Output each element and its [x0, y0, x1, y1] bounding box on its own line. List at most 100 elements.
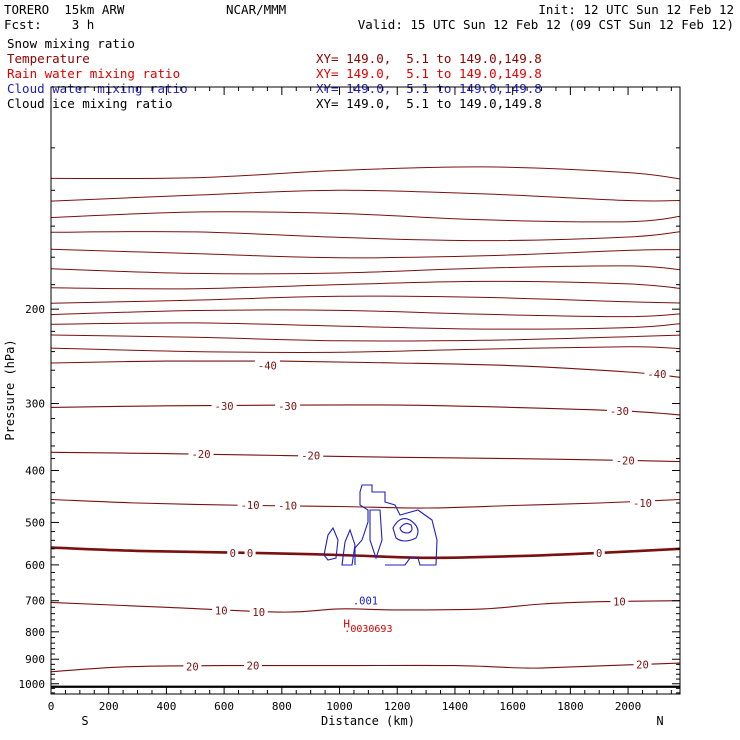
temperature-contour-label: -20: [616, 455, 635, 467]
upper-contour-line: [50, 248, 681, 259]
temperature-contour-minus10: [50, 498, 681, 509]
y-tick-label: 300: [25, 398, 45, 411]
cloud-water-contour: [399, 522, 413, 534]
contour-label-mask: [212, 604, 231, 617]
rain-water-label: H: [343, 618, 350, 631]
x-tick-label: 1600: [499, 700, 526, 713]
temperature-contour-label: -30: [610, 406, 629, 418]
contour-label-mask: [183, 660, 202, 673]
upper-contour-line: [50, 309, 681, 318]
upper-contour-line: [50, 322, 681, 330]
contour-label-mask: [227, 546, 239, 559]
temperature-contour-label: 10: [613, 597, 626, 609]
x-tick-label: 1400: [442, 700, 469, 713]
upper-contour-line: [50, 211, 681, 223]
upper-contour-line: [50, 231, 681, 242]
y-tick-label: 1000: [19, 678, 46, 691]
contour-label-mask: [275, 499, 301, 512]
field-coords-1: XY= 149.0, 5.1 to 149.0,149.8: [316, 51, 542, 66]
upper-contour-line: [50, 334, 681, 342]
contour-label-mask: [593, 546, 605, 559]
contour-label-mask: [254, 359, 280, 372]
temperature-contour-label: -30: [215, 401, 234, 413]
x-tick-label: 1000: [326, 700, 353, 713]
temperature-contour-label: 10: [215, 606, 228, 618]
south-label: S: [81, 714, 88, 728]
temperature-contour-20: [50, 662, 681, 673]
temperature-contour-label: 20: [247, 661, 260, 673]
temperature-contour-label: 0: [247, 548, 253, 560]
contour-label-mask: [633, 658, 652, 671]
y-tick-label: 200: [25, 303, 45, 316]
x-tick-label: 800: [272, 700, 292, 713]
temperature-contour-label: 0: [230, 548, 236, 560]
cloud-water-contour: [354, 484, 438, 566]
x-tick-label: 600: [214, 700, 234, 713]
rain-water-label: .0030693: [344, 624, 392, 635]
contour-label-mask: [606, 405, 632, 418]
temperature-contour-label: -10: [241, 500, 260, 512]
temperature-contour-minus30: [50, 404, 681, 416]
cloud-water-label: .001: [353, 596, 378, 608]
contour-label-mask: [612, 454, 638, 467]
cloud-water-contour: [341, 528, 356, 566]
x-tick-label: 1200: [384, 700, 411, 713]
y-tick-label: 700: [25, 595, 45, 608]
upper-contour-line: [50, 295, 681, 304]
upper-contour-line: [50, 280, 681, 290]
temperature-contour-minus40: [50, 360, 681, 378]
y-tick-label: 900: [25, 653, 45, 666]
plot-frame: [50, 86, 681, 695]
y-tick-label: 400: [25, 464, 45, 477]
temperature-contour-label: -10: [633, 498, 652, 510]
temperature-contour-0: [50, 546, 681, 560]
y-tick-label: 500: [25, 516, 45, 529]
contour-label-mask: [237, 499, 263, 512]
field-name-1: Temperature: [7, 51, 90, 66]
x-axis-label: Distance (km): [321, 714, 415, 728]
model-title: TORERO 15km ARW: [4, 2, 125, 17]
upper-contour-line: [50, 166, 681, 180]
field-coords-2: XY= 149.0, 5.1 to 149.0,149.8: [316, 66, 542, 81]
cloud-water-contour: [392, 518, 419, 542]
contour-label-mask: [644, 367, 670, 380]
contour-label-mask: [244, 546, 256, 559]
temperature-contour-10: [50, 600, 681, 613]
cloud-water-contour: [323, 526, 339, 561]
contour-label-mask: [275, 399, 301, 412]
y-axis-label: Pressure (hPa): [3, 339, 17, 440]
contour-label-mask: [188, 448, 214, 461]
x-tick-label: 1800: [557, 700, 584, 713]
temperature-contour-minus20: [50, 451, 681, 463]
field-coords-3: XY= 149.0, 5.1 to 149.0,149.8: [316, 81, 542, 96]
x-tick-label: 400: [156, 700, 176, 713]
upper-contour-line: [50, 265, 681, 275]
init-time: Init: 12 UTC Sun 12 Feb 12: [538, 2, 734, 17]
valid-time: Valid: 15 UTC Sun 12 Feb 12 (09 CST Sun …: [357, 17, 734, 32]
temperature-contour-label: 20: [636, 659, 649, 671]
field-name-2: Rain water mixing ratio: [7, 66, 181, 81]
field-name-0: Snow mixing ratio: [7, 36, 135, 51]
temperature-contour-label: -20: [301, 450, 320, 462]
temperature-contour-label: -20: [192, 449, 211, 461]
temperature-contour-label: -30: [278, 401, 297, 413]
contour-label-mask: [610, 595, 629, 608]
y-tick-label: 600: [25, 559, 45, 572]
x-tick-label: 0: [48, 700, 55, 713]
cloud-water-contour: [369, 509, 383, 560]
temperature-contour-label: -40: [647, 369, 666, 381]
center-title: NCAR/MMM: [226, 2, 287, 17]
y-tick-label: 800: [25, 626, 45, 639]
temperature-contour-label: 20: [186, 661, 199, 673]
contour-label-mask: [243, 659, 262, 672]
temperature-contour-label: -10: [278, 501, 297, 513]
x-tick-label: 200: [99, 700, 119, 713]
contour-label-mask: [298, 449, 324, 462]
temperature-contour-label: -40: [258, 361, 277, 373]
temperature-contour-label: 10: [252, 607, 265, 619]
contour-label-mask: [211, 399, 237, 412]
contour-label-mask: [249, 606, 268, 619]
north-label: N: [656, 714, 663, 728]
contour-label-mask: [629, 497, 655, 510]
